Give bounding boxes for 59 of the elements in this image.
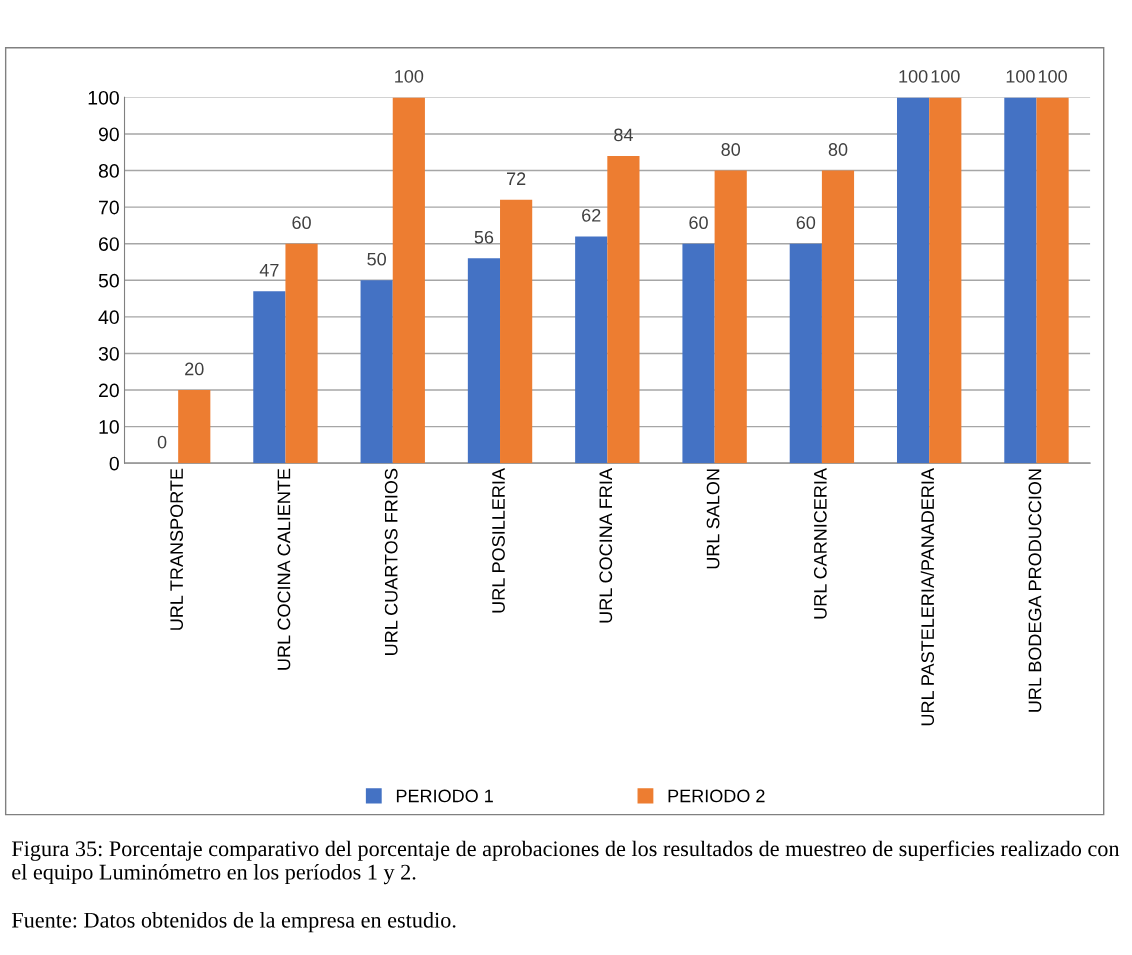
y-tick-label: 100 — [88, 90, 119, 105]
data-label: 100 — [395, 69, 424, 83]
text: Figura 35: Porcentaje comparativo del porcentaje de aprobaciones de los resultados de muestreo de superficies realizado con el equipo Luminómetro en los períodos 1 y 2. — [11, 840, 1120, 885]
y-tick-label: 60 — [99, 237, 119, 251]
data-label: 0 — [157, 435, 167, 449]
bar — [253, 291, 286, 464]
bar — [360, 280, 393, 464]
bar — [1004, 97, 1037, 464]
data-label: 47 — [259, 263, 279, 277]
bar — [897, 97, 930, 464]
data-label: 60 — [796, 216, 816, 230]
bar — [929, 97, 962, 464]
bar — [500, 199, 533, 464]
data-label: 60 — [689, 216, 708, 230]
bar — [575, 236, 608, 464]
data-label: 80 — [721, 143, 741, 156]
data-label: 62 — [582, 208, 601, 222]
bar — [714, 170, 747, 464]
data-label: 60 — [292, 216, 311, 230]
bar — [392, 97, 425, 464]
data-label: 20 — [185, 362, 204, 376]
bar — [682, 243, 715, 464]
data-label: 100 — [1006, 69, 1035, 83]
x-tick-label: URL SALON — [706, 469, 720, 569]
data-label: 100 — [1038, 69, 1067, 83]
y-tick-label: 40 — [98, 310, 119, 325]
x-tick-label: URL CUARTOS FRIOS — [384, 468, 398, 655]
bar — [178, 390, 211, 464]
data-label: 100 — [931, 69, 960, 83]
x-tick-label: URL BODEGA PRODUCCION — [1028, 469, 1042, 712]
source-note: Fuente: Datos obtenidos de la empresa en estudio. — [11, 912, 456, 933]
y-tick-label: 0 — [109, 456, 119, 471]
bar — [821, 170, 855, 464]
y-tick-label: 20 — [99, 383, 119, 398]
x-tick-label: URL CARNICERIA — [813, 468, 827, 619]
x-tick-label: URL PASTELERIA/PANADERIA — [920, 468, 935, 726]
y-tick-label: 90 — [98, 127, 119, 142]
bar — [1036, 97, 1069, 464]
data-label: 56 — [474, 230, 494, 244]
legend-label: PERIODO 1 — [396, 789, 493, 803]
x-tick-label: URL COCINA FRIA — [599, 468, 613, 623]
data-label: 100 — [899, 69, 928, 83]
y-tick-label: 50 — [98, 273, 119, 288]
x-tick-label: URL TRANSPORTE — [170, 468, 184, 630]
y-tick-label: 30 — [98, 346, 119, 361]
y-tick-label: 10 — [99, 420, 119, 434]
x-tick-label: URL POSILLERIA — [492, 468, 505, 613]
data-label: 84 — [614, 128, 633, 142]
x-tick-label: URL COCINA CALIENTE — [277, 468, 291, 670]
data-label: 80 — [828, 143, 848, 156]
data-label: 50 — [367, 252, 386, 266]
data-label: 72 — [507, 172, 526, 185]
legend-label: PERIODO 2 — [668, 789, 765, 803]
bar — [607, 155, 640, 464]
y-tick-label: 70 — [99, 200, 119, 215]
bar — [285, 243, 318, 464]
bar — [789, 243, 822, 464]
bar — [467, 258, 501, 464]
y-tick-label: 80 — [98, 164, 119, 178]
